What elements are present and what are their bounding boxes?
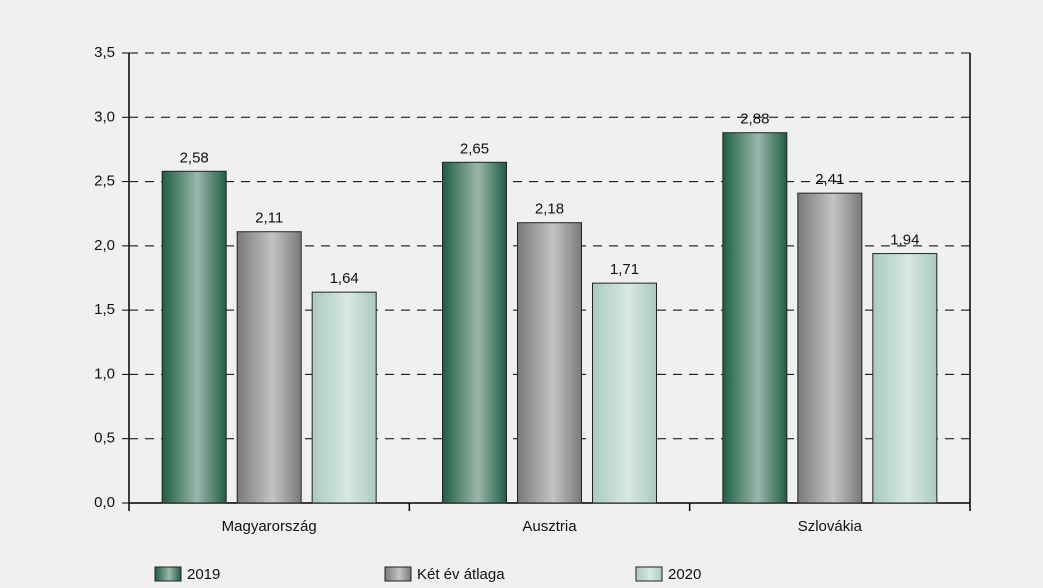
bar [517,222,582,504]
legend-swatch [635,566,663,582]
y-tick-label: 0,0 [94,494,115,511]
y-tick-label: 1,5 [94,301,115,318]
bar [797,192,863,504]
legend-swatch [384,566,412,582]
value-label: 1,94 [890,232,919,249]
x-tick-label: Magyarország [222,518,317,535]
bar [872,253,938,504]
y-tick-label: 2,5 [94,173,115,190]
value-label: 2,58 [180,149,209,166]
bar [442,161,507,504]
y-tick-label: 1,0 [94,365,115,382]
bar [592,282,657,504]
bar [236,231,302,504]
x-tick-label: Ausztria [522,518,577,535]
legend-swatch [154,566,182,582]
legend-label: 2019 [187,566,220,583]
value-label: 2,18 [535,201,564,218]
value-label: 1,64 [330,270,359,287]
value-label: 2,41 [815,171,844,188]
bar [722,132,788,504]
value-label: 2,11 [255,210,283,227]
y-tick-label: 3,5 [94,44,115,61]
value-label: 1,71 [610,261,639,278]
y-tick-label: 0,5 [94,430,115,447]
bar [161,170,227,504]
y-tick-label: 3,0 [94,108,115,125]
bar [311,291,377,504]
x-tick-label: Szlovákia [798,518,863,535]
legend-label: 2020 [668,566,701,583]
y-tick-label: 2,0 [94,237,115,254]
value-label: 2,88 [740,111,769,128]
legend-label: Két év átlaga [417,566,505,583]
value-label: 2,65 [460,140,489,157]
